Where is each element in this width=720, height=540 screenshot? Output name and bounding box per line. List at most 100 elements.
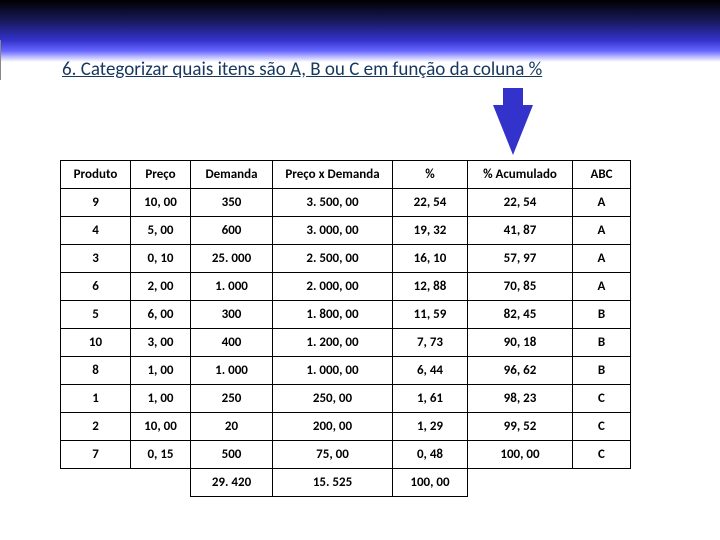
table-cell: 6, 44 [393,357,468,385]
table-cell: 0, 10 [131,245,191,273]
table-total-cell [468,469,573,497]
table-row: 910, 003503. 500, 0022, 5422, 54A [61,189,631,217]
table-row: 30, 1025. 0002. 500, 0016, 1057, 97A [61,245,631,273]
slide-title: 6. Categorizar quais itens são A, B ou C… [62,58,542,81]
table-row: 45, 006003. 000, 0019, 3241, 87A [61,217,631,245]
table-cell: 6, 00 [131,301,191,329]
table-header-row: Produto Preço Demanda Preço x Demanda % … [61,161,631,189]
col-percent: % [393,161,468,189]
table-cell: 3, 00 [131,329,191,357]
table-cell: 10 [61,329,131,357]
table-row: 62, 001. 0002. 000, 0012, 8870, 85A [61,273,631,301]
table-cell: 6 [61,273,131,301]
table-cell: A [573,189,631,217]
table-cell: 7, 73 [393,329,468,357]
table-cell: 1, 29 [393,413,468,441]
table-cell: 8 [61,357,131,385]
table-cell: A [573,245,631,273]
table-cell: 0, 15 [131,441,191,469]
arrow-down-icon [493,105,533,155]
table-cell: B [573,329,631,357]
table-cell: 1. 200, 00 [273,329,393,357]
table-cell: 7 [61,441,131,469]
corner-accent [0,40,10,80]
table-total-cell: 29. 420 [191,469,273,497]
table-row: 103, 004001. 200, 007, 7390, 18B [61,329,631,357]
table-row: 81, 001. 0001. 000, 006, 4496, 62B [61,357,631,385]
table-total-cell [131,469,191,497]
table-cell: 5, 00 [131,217,191,245]
table-cell: C [573,385,631,413]
table-cell: 1, 61 [393,385,468,413]
table-cell: 1. 000 [191,357,273,385]
table-cell: 300 [191,301,273,329]
table-cell: 2, 00 [131,273,191,301]
table-cell: B [573,301,631,329]
table-total-cell [573,469,631,497]
table-cell: 100, 00 [468,441,573,469]
col-preco: Preço [131,161,191,189]
table-cell: 1. 800, 00 [273,301,393,329]
table-cell: 0, 48 [393,441,468,469]
table-cell: 20 [191,413,273,441]
col-preco-demanda: Preço x Demanda [273,161,393,189]
table-cell: 250, 00 [273,385,393,413]
header-gradient [0,0,720,62]
table-cell: 350 [191,189,273,217]
col-produto: Produto [61,161,131,189]
table-row: 70, 1550075, 000, 48100, 00C [61,441,631,469]
table-cell: 500 [191,441,273,469]
col-acumulado: % Acumulado [468,161,573,189]
table-cell: 82, 45 [468,301,573,329]
table-total-cell: 15. 525 [273,469,393,497]
table-row: 11, 00250250, 001, 6198, 23C [61,385,631,413]
table-row: 56, 003001. 800, 0011, 5982, 45B [61,301,631,329]
table-cell: A [573,217,631,245]
table-cell: 4 [61,217,131,245]
table-cell: 19, 32 [393,217,468,245]
table-cell: 3. 000, 00 [273,217,393,245]
table-cell: 2 [61,413,131,441]
table-cell: 70, 85 [468,273,573,301]
table-cell: 25. 000 [191,245,273,273]
table-cell: 3 [61,245,131,273]
table-cell: 2. 500, 00 [273,245,393,273]
table-cell: 9 [61,189,131,217]
table-cell: 10, 00 [131,189,191,217]
table-cell: 99, 52 [468,413,573,441]
table-cell: 16, 10 [393,245,468,273]
table-cell: 1. 000, 00 [273,357,393,385]
table-total-cell [61,469,131,497]
table-cell: A [573,273,631,301]
table-cell: 41, 87 [468,217,573,245]
table-cell: 12, 88 [393,273,468,301]
table-cell: 75, 00 [273,441,393,469]
table-row: 210, 0020200, 001, 2999, 52C [61,413,631,441]
table-cell: 400 [191,329,273,357]
table-cell: 600 [191,217,273,245]
table-cell: 22, 54 [393,189,468,217]
table-cell: 11, 59 [393,301,468,329]
table-cell: 1. 000 [191,273,273,301]
table-cell: 1, 00 [131,385,191,413]
table-cell: 57, 97 [468,245,573,273]
table-cell: 1 [61,385,131,413]
table-cell: 98, 23 [468,385,573,413]
table-cell: C [573,441,631,469]
table-cell: B [573,357,631,385]
table-cell: 1, 00 [131,357,191,385]
table-cell: 96, 62 [468,357,573,385]
table-cell: 200, 00 [273,413,393,441]
table-totals-row: 29. 42015. 525100, 00 [61,469,631,497]
table-total-cell: 100, 00 [393,469,468,497]
abc-table: Produto Preço Demanda Preço x Demanda % … [60,160,631,497]
table-cell: 5 [61,301,131,329]
table-cell: 10, 00 [131,413,191,441]
table-cell: C [573,413,631,441]
col-demanda: Demanda [191,161,273,189]
table-cell: 2. 000, 00 [273,273,393,301]
table-cell: 22, 54 [468,189,573,217]
col-abc: ABC [573,161,631,189]
table-cell: 250 [191,385,273,413]
table-cell: 3. 500, 00 [273,189,393,217]
